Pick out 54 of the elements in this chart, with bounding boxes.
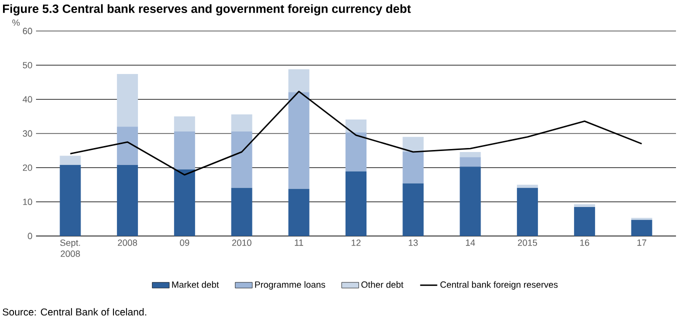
y-tick-label: 30 [22, 130, 32, 137]
line-series [70, 90, 642, 176]
x-tick-label: 12 [352, 240, 361, 246]
chart-title: Figure 5.3 Central bank reserves and government foreign currency debt [3, 4, 411, 16]
bar [288, 92, 310, 189]
bar [460, 152, 481, 158]
x-tick-label: Sept. 2008 [60, 240, 80, 257]
bar [231, 114, 252, 132]
bar [631, 220, 652, 236]
x-tick-label: 2010 [232, 240, 252, 246]
bar [116, 74, 138, 127]
bar [460, 157, 481, 167]
bar [402, 152, 424, 184]
y-tick-label: 0 [28, 232, 32, 240]
bar [116, 164, 138, 236]
y-tick-label: 10 [23, 198, 32, 206]
bar [516, 188, 538, 236]
bar [174, 131, 196, 170]
x-tick-label: 11 [294, 240, 304, 246]
y-tick-label: 40 [22, 96, 32, 103]
x-tick-label: 17 [637, 240, 646, 246]
bar [288, 69, 310, 92]
bar [402, 183, 424, 236]
y-tick-label: 60 [22, 28, 32, 34]
bar [574, 204, 596, 207]
bar [174, 116, 196, 132]
bar [460, 166, 481, 236]
legend-label: Market debt [172, 281, 219, 288]
legend-label: Central bank foreign reserves [440, 281, 558, 290]
y-tick-label: 50 [22, 62, 32, 68]
x-tick-label: 09 [180, 240, 190, 246]
x-tick-label: 14 [466, 240, 476, 246]
bar [574, 206, 596, 236]
bar [346, 132, 367, 172]
source-note: Source: Central Bank of Iceland. [2, 308, 146, 316]
x-tick-label: 16 [580, 240, 590, 246]
bar [516, 184, 538, 188]
x-tick-label: 2008 [118, 240, 138, 246]
bar [231, 131, 252, 188]
bar [346, 171, 367, 236]
legend-label: Other debt [361, 281, 404, 288]
y-axis-title: % [12, 20, 20, 26]
bar [288, 188, 310, 236]
bar [60, 164, 81, 236]
bar [174, 169, 196, 236]
y-tick-label: 20 [22, 164, 32, 171]
x-tick-label: 13 [408, 240, 418, 246]
legend-label: Programme loans [255, 281, 326, 290]
bar [60, 156, 81, 165]
bar [231, 188, 252, 236]
bar [402, 136, 424, 152]
x-tick-label: 2015 [518, 240, 538, 246]
bar [346, 119, 367, 132]
bar [116, 126, 138, 165]
